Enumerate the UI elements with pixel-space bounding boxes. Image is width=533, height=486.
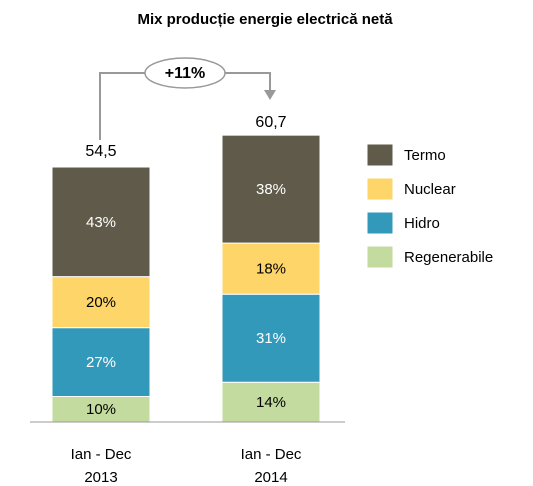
- segment-label: 18%: [256, 261, 286, 278]
- bar-segment: [221, 134, 321, 244]
- segment-label: 31%: [256, 330, 286, 347]
- legend-swatch: [366, 143, 394, 167]
- segment-label: 38%: [256, 181, 286, 198]
- growth-arrow: [264, 90, 276, 100]
- segment-label: 20%: [86, 294, 116, 311]
- legend-swatch: [366, 177, 394, 201]
- chart-title: Mix producție energie electrică netă: [137, 11, 393, 28]
- bar-segment: [51, 166, 151, 278]
- growth-annotation: +11%: [165, 65, 205, 82]
- legend-label: Hidro: [404, 215, 440, 232]
- total-label: 60,7: [255, 114, 286, 131]
- segment-label: 10%: [86, 401, 116, 418]
- segment-label: 43%: [86, 214, 116, 231]
- x-tick-label: Ian - Dec 2013: [70, 446, 132, 486]
- segment-label: 27%: [86, 354, 116, 371]
- legend-label: Termo: [404, 147, 446, 164]
- total-label: 54,5: [85, 143, 116, 160]
- bar-segment: [51, 396, 151, 423]
- legend-label: Nuclear: [404, 181, 456, 198]
- segment-label: 14%: [256, 394, 286, 411]
- legend-swatch: [366, 211, 394, 235]
- growth-oval: [144, 57, 226, 89]
- growth-bracket: [99, 72, 271, 140]
- legend-swatch: [366, 245, 394, 269]
- bar-segment: [221, 242, 321, 295]
- legend-label: Regenerabile: [404, 249, 493, 266]
- x-tick-label: Ian - Dec 2014: [240, 446, 302, 486]
- bar-segment: [51, 327, 151, 398]
